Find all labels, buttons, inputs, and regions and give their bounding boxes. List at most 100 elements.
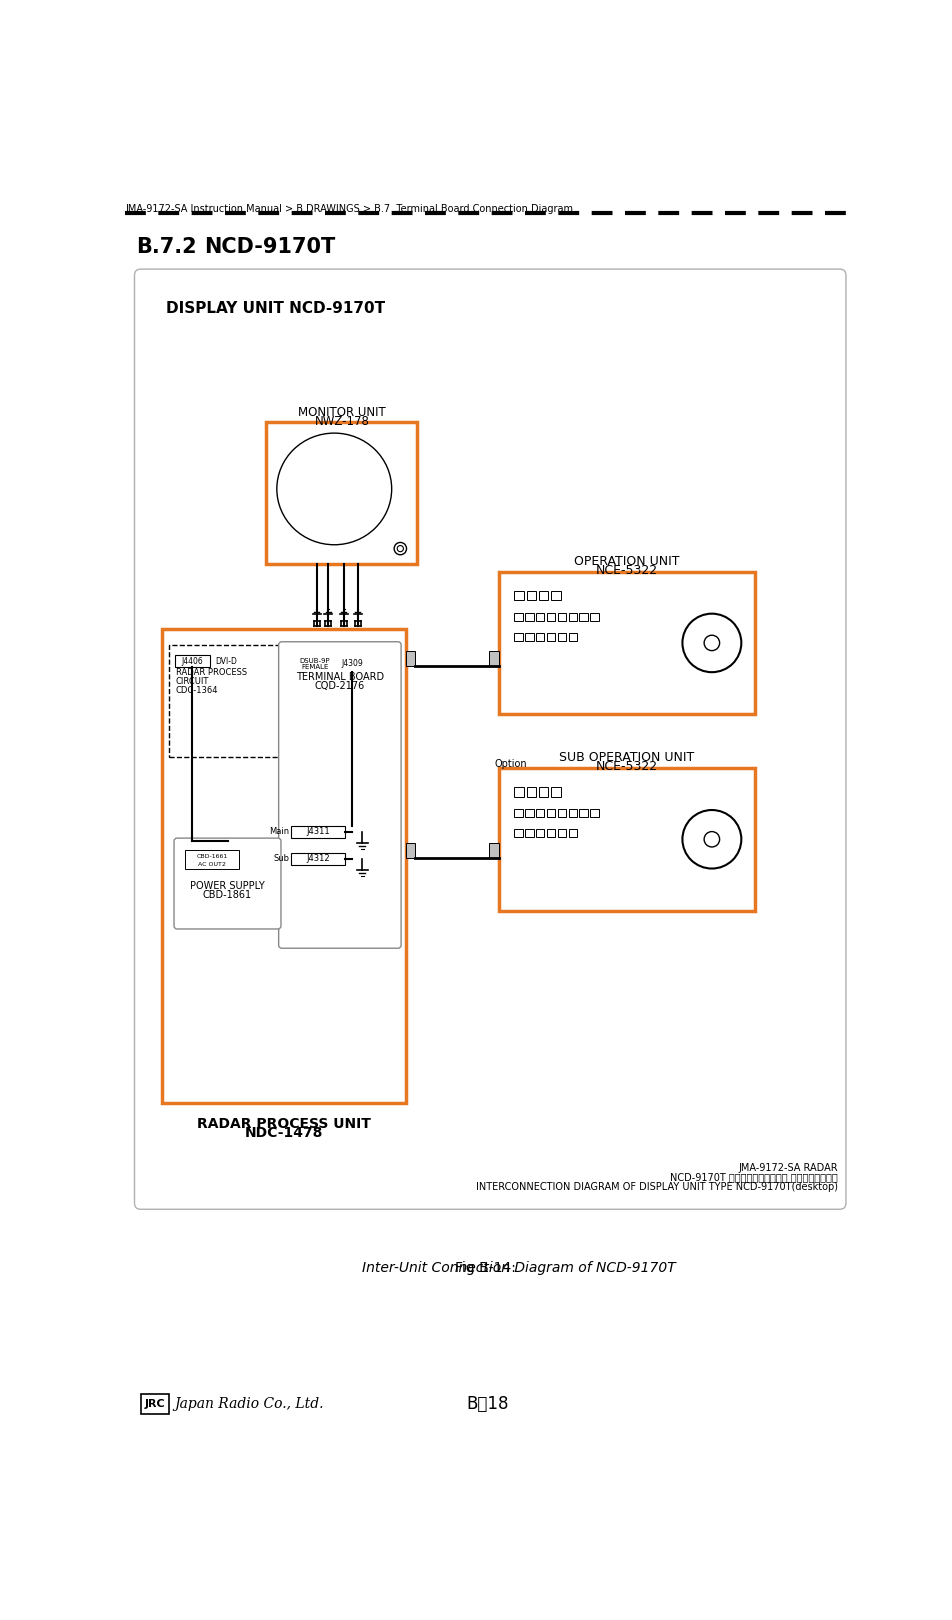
FancyBboxPatch shape (134, 269, 846, 1209)
Bar (546, 808, 555, 818)
Bar (536, 808, 545, 818)
Bar (489, 651, 499, 666)
Text: J4311: J4311 (307, 828, 330, 836)
Bar (590, 808, 599, 818)
Bar (291, 826, 346, 838)
Text: AC OUT2: AC OUT2 (198, 862, 226, 867)
Bar (539, 787, 548, 797)
Text: POWER SUPPLY: POWER SUPPLY (190, 881, 265, 891)
Bar (546, 632, 555, 642)
Bar (185, 850, 239, 868)
Circle shape (704, 831, 720, 847)
Circle shape (683, 614, 742, 672)
Text: DSUB-9P: DSUB-9P (300, 658, 330, 664)
Bar (558, 632, 566, 642)
Text: RADAR PROCESS: RADAR PROCESS (175, 667, 247, 677)
Bar (141, 1395, 169, 1414)
Bar (590, 612, 599, 620)
Bar (558, 612, 566, 620)
Text: Option: Option (495, 758, 527, 770)
Circle shape (394, 543, 407, 554)
Text: B－18: B－18 (466, 1395, 509, 1413)
Bar (499, 768, 755, 910)
Bar (568, 632, 577, 642)
Bar (526, 612, 534, 620)
Bar (526, 829, 534, 838)
Text: NWZ-178: NWZ-178 (314, 415, 369, 428)
Bar (336, 654, 368, 672)
Bar (568, 612, 577, 620)
Text: NCE-5322: NCE-5322 (596, 760, 658, 773)
Bar (558, 808, 566, 818)
Text: RADAR PROCESS UNIT: RADAR PROCESS UNIT (197, 1116, 370, 1131)
Bar (580, 808, 588, 818)
Text: MONITOR UNIT: MONITOR UNIT (298, 407, 386, 420)
Bar (526, 591, 536, 599)
Text: INTERCONNECTION DIAGRAM OF DISPLAY UNIT TYPE NCD-9170T(desktop): INTERCONNECTION DIAGRAM OF DISPLAY UNIT … (476, 1181, 838, 1192)
Text: OPERATION UNIT: OPERATION UNIT (574, 554, 680, 567)
Bar (514, 829, 523, 838)
Bar (514, 632, 523, 642)
Bar (162, 630, 406, 1103)
Text: NCE-5322: NCE-5322 (596, 564, 658, 577)
Text: DISPLAY UNIT NCD-9170T: DISPLAY UNIT NCD-9170T (166, 301, 385, 316)
Text: CIRCUIT: CIRCUIT (175, 677, 208, 687)
Bar (489, 842, 499, 859)
Bar (558, 829, 566, 838)
Bar (267, 421, 417, 564)
Bar (546, 829, 555, 838)
Text: J4312: J4312 (307, 854, 330, 863)
Text: NCD-9170T 卓上型レーダー指示機 ユニット間接続図: NCD-9170T 卓上型レーダー指示機 ユニット間接続図 (670, 1173, 838, 1183)
Bar (514, 612, 523, 620)
Circle shape (683, 810, 742, 868)
Text: Fig B-14:: Fig B-14: (455, 1260, 521, 1275)
Text: Japan Radio Co., Ltd.: Japan Radio Co., Ltd. (175, 1396, 325, 1411)
Text: NDC-1478: NDC-1478 (245, 1126, 323, 1140)
Text: Inter-Unit Connection Diagram of NCD-9170T: Inter-Unit Connection Diagram of NCD-917… (362, 1260, 676, 1275)
Circle shape (704, 635, 720, 651)
Text: Sub: Sub (273, 854, 289, 863)
Bar (568, 829, 577, 838)
Text: SUB OPERATION UNIT: SUB OPERATION UNIT (559, 752, 694, 765)
Bar (291, 852, 346, 865)
Text: CBD-1661: CBD-1661 (196, 854, 228, 859)
Bar (539, 591, 548, 599)
Bar (536, 829, 545, 838)
Text: TERMINAL BOARD: TERMINAL BOARD (296, 672, 384, 682)
Bar (169, 645, 289, 757)
Text: J4309: J4309 (342, 659, 363, 667)
Text: B.7.2: B.7.2 (136, 237, 197, 256)
Bar (536, 632, 545, 642)
Bar (580, 612, 588, 620)
Bar (546, 612, 555, 620)
Bar (514, 808, 523, 818)
Bar (526, 808, 534, 818)
Bar (406, 651, 415, 666)
Text: DVI-D: DVI-D (215, 656, 237, 666)
Text: JRC: JRC (145, 1400, 165, 1409)
Bar (551, 591, 561, 599)
Text: NCD-9170T: NCD-9170T (205, 237, 335, 256)
Bar (526, 787, 536, 797)
Text: J4406: J4406 (182, 656, 203, 666)
Text: CDC-1364: CDC-1364 (175, 687, 218, 695)
Bar (568, 808, 577, 818)
Bar (175, 654, 209, 667)
Circle shape (397, 546, 404, 552)
Bar (499, 572, 755, 714)
Bar (536, 612, 545, 620)
Bar (296, 654, 334, 672)
Bar (551, 787, 561, 797)
Text: JMA-9172-SA Instruction Manual > B.DRAWINGS > B.7  Terminal Board Connection Dia: JMA-9172-SA Instruction Manual > B.DRAWI… (126, 204, 573, 214)
Text: CBD-1861: CBD-1861 (203, 891, 252, 901)
Bar (514, 787, 524, 797)
FancyBboxPatch shape (279, 642, 401, 948)
Text: JMA-9172-SA RADAR: JMA-9172-SA RADAR (739, 1163, 838, 1173)
Text: CQD-2176: CQD-2176 (315, 680, 365, 692)
Ellipse shape (277, 433, 391, 544)
Text: FEMALE: FEMALE (302, 664, 328, 671)
FancyBboxPatch shape (174, 838, 281, 928)
Bar (526, 632, 534, 642)
Bar (406, 842, 415, 859)
Bar (514, 591, 524, 599)
